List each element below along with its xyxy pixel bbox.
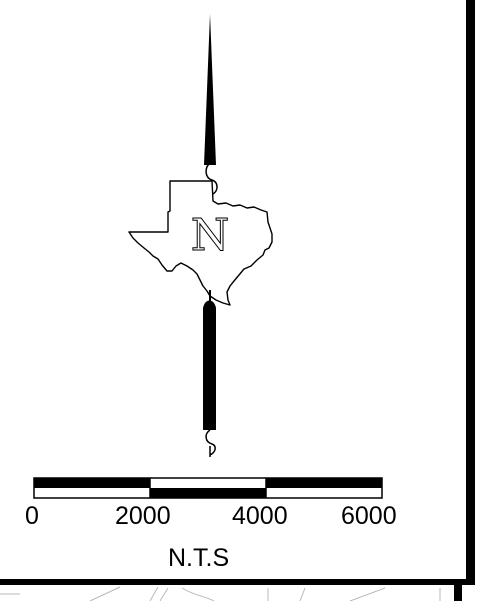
frame-right-border — [466, 0, 475, 582]
scale-bar — [33, 477, 383, 499]
background-faint-lines — [0, 586, 441, 601]
texas-outline — [128, 180, 273, 306]
scale-seg-top-1 — [34, 478, 150, 488]
north-letter: N — [191, 210, 230, 261]
frame-bottom-right-stub — [454, 585, 462, 601]
north-arrow-lower-blade — [203, 300, 216, 430]
scale-seg-bottom-2 — [150, 488, 266, 498]
frame-bottom-border — [0, 579, 475, 585]
scale-label-6000: 6000 — [341, 502, 397, 530]
scale-label-2000: 2000 — [115, 502, 171, 530]
north-arrow-upper-hook — [205, 162, 218, 195]
not-to-scale-note: N.T.S — [168, 544, 230, 572]
north-arrow-lower-hook — [205, 429, 216, 456]
scale-seg-top-3 — [266, 478, 382, 488]
north-arrow-upper-spike — [204, 14, 216, 165]
scale-label-0: 0 — [25, 502, 39, 530]
scale-label-4000: 4000 — [232, 502, 288, 530]
